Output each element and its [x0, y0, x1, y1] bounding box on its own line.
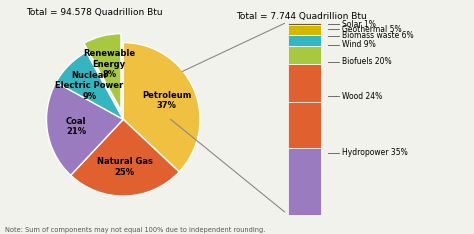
- Bar: [288, 64, 320, 102]
- Text: Biomass waste 6%: Biomass waste 6%: [342, 31, 414, 40]
- Text: Wood 24%: Wood 24%: [342, 92, 383, 101]
- Bar: [288, 25, 320, 35]
- Bar: [288, 102, 320, 148]
- Text: Solar 1%: Solar 1%: [342, 20, 376, 29]
- Text: Note: Sum of components may not equal 100% due to independent rounding.: Note: Sum of components may not equal 10…: [5, 227, 265, 233]
- Wedge shape: [84, 34, 121, 110]
- Text: Renewable
Energy
8%: Renewable Energy 8%: [83, 49, 135, 79]
- Text: Coal
21%: Coal 21%: [66, 117, 86, 136]
- Text: Total = 7.744 Quadrillion Btu: Total = 7.744 Quadrillion Btu: [236, 12, 366, 21]
- Text: Wind 9%: Wind 9%: [342, 40, 376, 49]
- Text: Natural Gas
25%: Natural Gas 25%: [97, 157, 153, 177]
- Bar: [288, 23, 320, 25]
- Text: Nuclear
Electric Power
9%: Nuclear Electric Power 9%: [55, 71, 124, 101]
- Text: Biofuels 20%: Biofuels 20%: [342, 57, 392, 66]
- Text: Geothermal 5%: Geothermal 5%: [342, 25, 402, 34]
- Wedge shape: [71, 119, 179, 196]
- Text: Petroleum
37%: Petroleum 37%: [142, 91, 191, 110]
- Title: Total = 94.578 Quadrillion Btu: Total = 94.578 Quadrillion Btu: [26, 8, 163, 17]
- Wedge shape: [56, 52, 123, 119]
- Text: Hydropower 35%: Hydropower 35%: [342, 148, 408, 157]
- Bar: [288, 148, 320, 215]
- Bar: [288, 46, 320, 64]
- Bar: [288, 35, 320, 46]
- Wedge shape: [46, 82, 123, 175]
- Wedge shape: [123, 43, 200, 172]
